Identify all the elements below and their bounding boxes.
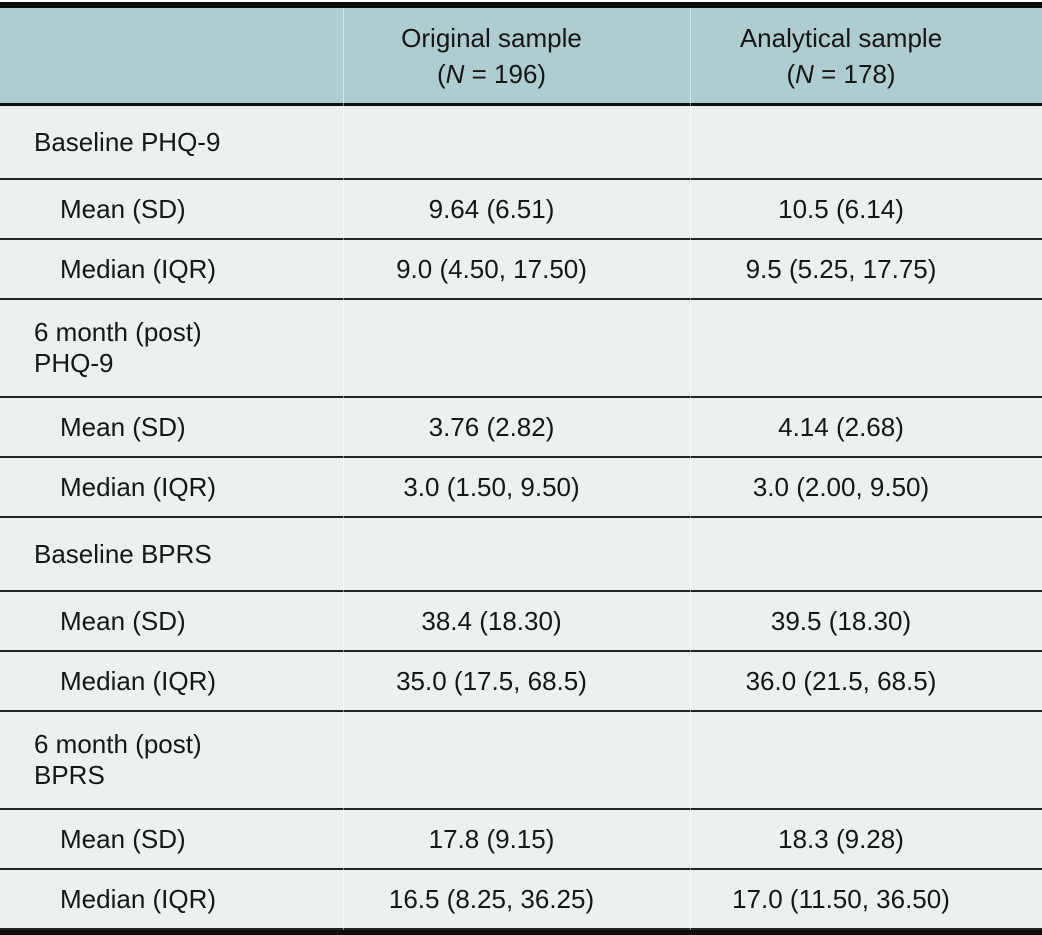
row-label: Mean (SD): [60, 193, 186, 224]
table-row-6month-phq9: 6 month (post) PHQ-9: [0, 300, 1042, 398]
header-analytical-sample: Analytical sample (N = 178): [690, 20, 1042, 92]
row-label: Median (IQR): [60, 665, 217, 696]
table-row-median-iqr: Median (IQR) 16.5 (8.25, 36.25) 17.0 (11…: [0, 870, 1042, 930]
row-label: Mean (SD): [60, 823, 186, 854]
analytical-sample-value: 39.5 (18.30): [770, 605, 912, 636]
table-header-row: Original sample (N = 196) Analytical sam…: [0, 8, 1042, 106]
table-row-baseline-phq9: Baseline PHQ-9: [0, 106, 1042, 180]
row-label: Mean (SD): [60, 605, 186, 636]
original-sample-value: 38.4 (18.30): [421, 605, 562, 636]
analytical-sample-value: 17.0 (11.50, 36.50): [732, 883, 950, 914]
row-label: Median (IQR): [60, 253, 217, 284]
original-sample-value: 17.8 (9.15): [428, 823, 555, 854]
table-row-baseline-bprs: Baseline BPRS: [0, 518, 1042, 592]
header-original-n: (N = 196): [436, 58, 547, 89]
table-row-median-iqr: Median (IQR) 3.0 (1.50, 9.50) 3.0 (2.00,…: [0, 458, 1042, 518]
original-sample-value: 16.5 (8.25, 36.25): [388, 883, 595, 914]
original-sample-value: 9.64 (6.51): [428, 193, 555, 224]
row-label: 6 month (post) PHQ-9: [34, 317, 202, 378]
table-row-mean-sd: Mean (SD) 3.76 (2.82) 4.14 (2.68): [0, 398, 1042, 458]
table-row-6month-bprs: 6 month (post) BPRS: [0, 712, 1042, 810]
row-label: 6 month (post) BPRS: [34, 729, 202, 790]
table-row-mean-sd: Mean (SD) 38.4 (18.30) 39.5 (18.30): [0, 592, 1042, 652]
table-row-mean-sd: Mean (SD) 9.64 (6.51) 10.5 (6.14): [0, 180, 1042, 240]
header-original-sample: Original sample (N = 196): [343, 20, 690, 92]
original-sample-value: 9.0 (4.50, 17.50): [396, 253, 587, 284]
row-label: Baseline BPRS: [34, 538, 212, 569]
analytical-sample-value: 10.5 (6.14): [778, 193, 904, 224]
original-sample-value: 3.0 (1.50, 9.50): [403, 471, 580, 502]
analytical-sample-value: 3.0 (2.00, 9.50): [752, 471, 930, 502]
table-row-median-iqr: Median (IQR) 35.0 (17.5, 68.5) 36.0 (21.…: [0, 652, 1042, 712]
original-sample-value: 35.0 (17.5, 68.5): [396, 665, 587, 696]
row-label: Median (IQR): [60, 471, 217, 502]
analytical-sample-value: 36.0 (21.5, 68.5): [745, 665, 937, 696]
analytical-sample-value: 18.3 (9.28): [778, 823, 904, 854]
row-label: Mean (SD): [60, 411, 186, 442]
row-label: Median (IQR): [60, 883, 217, 914]
table-row-mean-sd: Mean (SD) 17.8 (9.15) 18.3 (9.28): [0, 810, 1042, 870]
analytical-sample-value: 4.14 (2.68): [778, 411, 904, 442]
row-label: Baseline PHQ-9: [34, 126, 221, 157]
table-row-median-iqr: Median (IQR) 9.0 (4.50, 17.50) 9.5 (5.25…: [0, 240, 1042, 300]
header-original-title: Original sample: [401, 22, 582, 53]
header-analytical-title: Analytical sample: [739, 22, 943, 53]
header-analytical-n: (N = 178): [786, 58, 896, 89]
original-sample-value: 3.76 (2.82): [428, 411, 555, 442]
analytical-sample-value: 9.5 (5.25, 17.75): [745, 253, 937, 284]
